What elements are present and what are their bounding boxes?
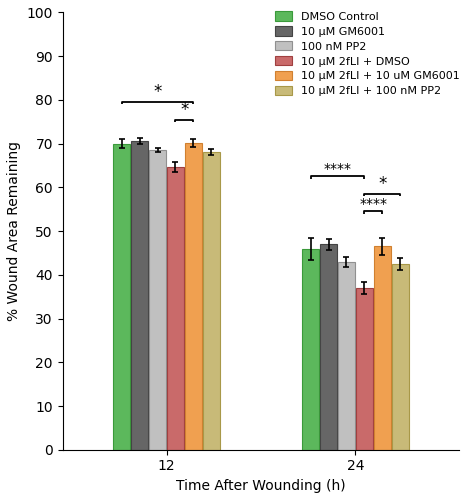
Bar bbox=[356, 288, 373, 450]
Bar bbox=[203, 152, 220, 450]
Bar bbox=[392, 264, 409, 450]
Bar bbox=[185, 143, 202, 450]
Bar bbox=[374, 246, 391, 450]
X-axis label: Time After Wounding (h): Time After Wounding (h) bbox=[176, 479, 346, 493]
Bar bbox=[149, 150, 166, 450]
Legend: DMSO Control, 10 μM GM6001, 100 nM PP2, 10 μM 2fLI + DMSO, 10 μM 2fLI + 10 uM GM: DMSO Control, 10 μM GM6001, 100 nM PP2, … bbox=[273, 10, 462, 99]
Bar bbox=[167, 167, 184, 450]
Text: ****: **** bbox=[359, 196, 388, 210]
Bar bbox=[302, 248, 319, 450]
Y-axis label: % Wound Area Remaining: % Wound Area Remaining bbox=[7, 141, 21, 321]
Text: *: * bbox=[180, 100, 189, 118]
Bar bbox=[113, 144, 130, 450]
Text: *: * bbox=[378, 175, 387, 193]
Text: ****: **** bbox=[323, 162, 351, 175]
Bar bbox=[131, 141, 148, 450]
Bar bbox=[320, 244, 337, 450]
Bar bbox=[338, 262, 355, 450]
Text: *: * bbox=[154, 83, 162, 101]
